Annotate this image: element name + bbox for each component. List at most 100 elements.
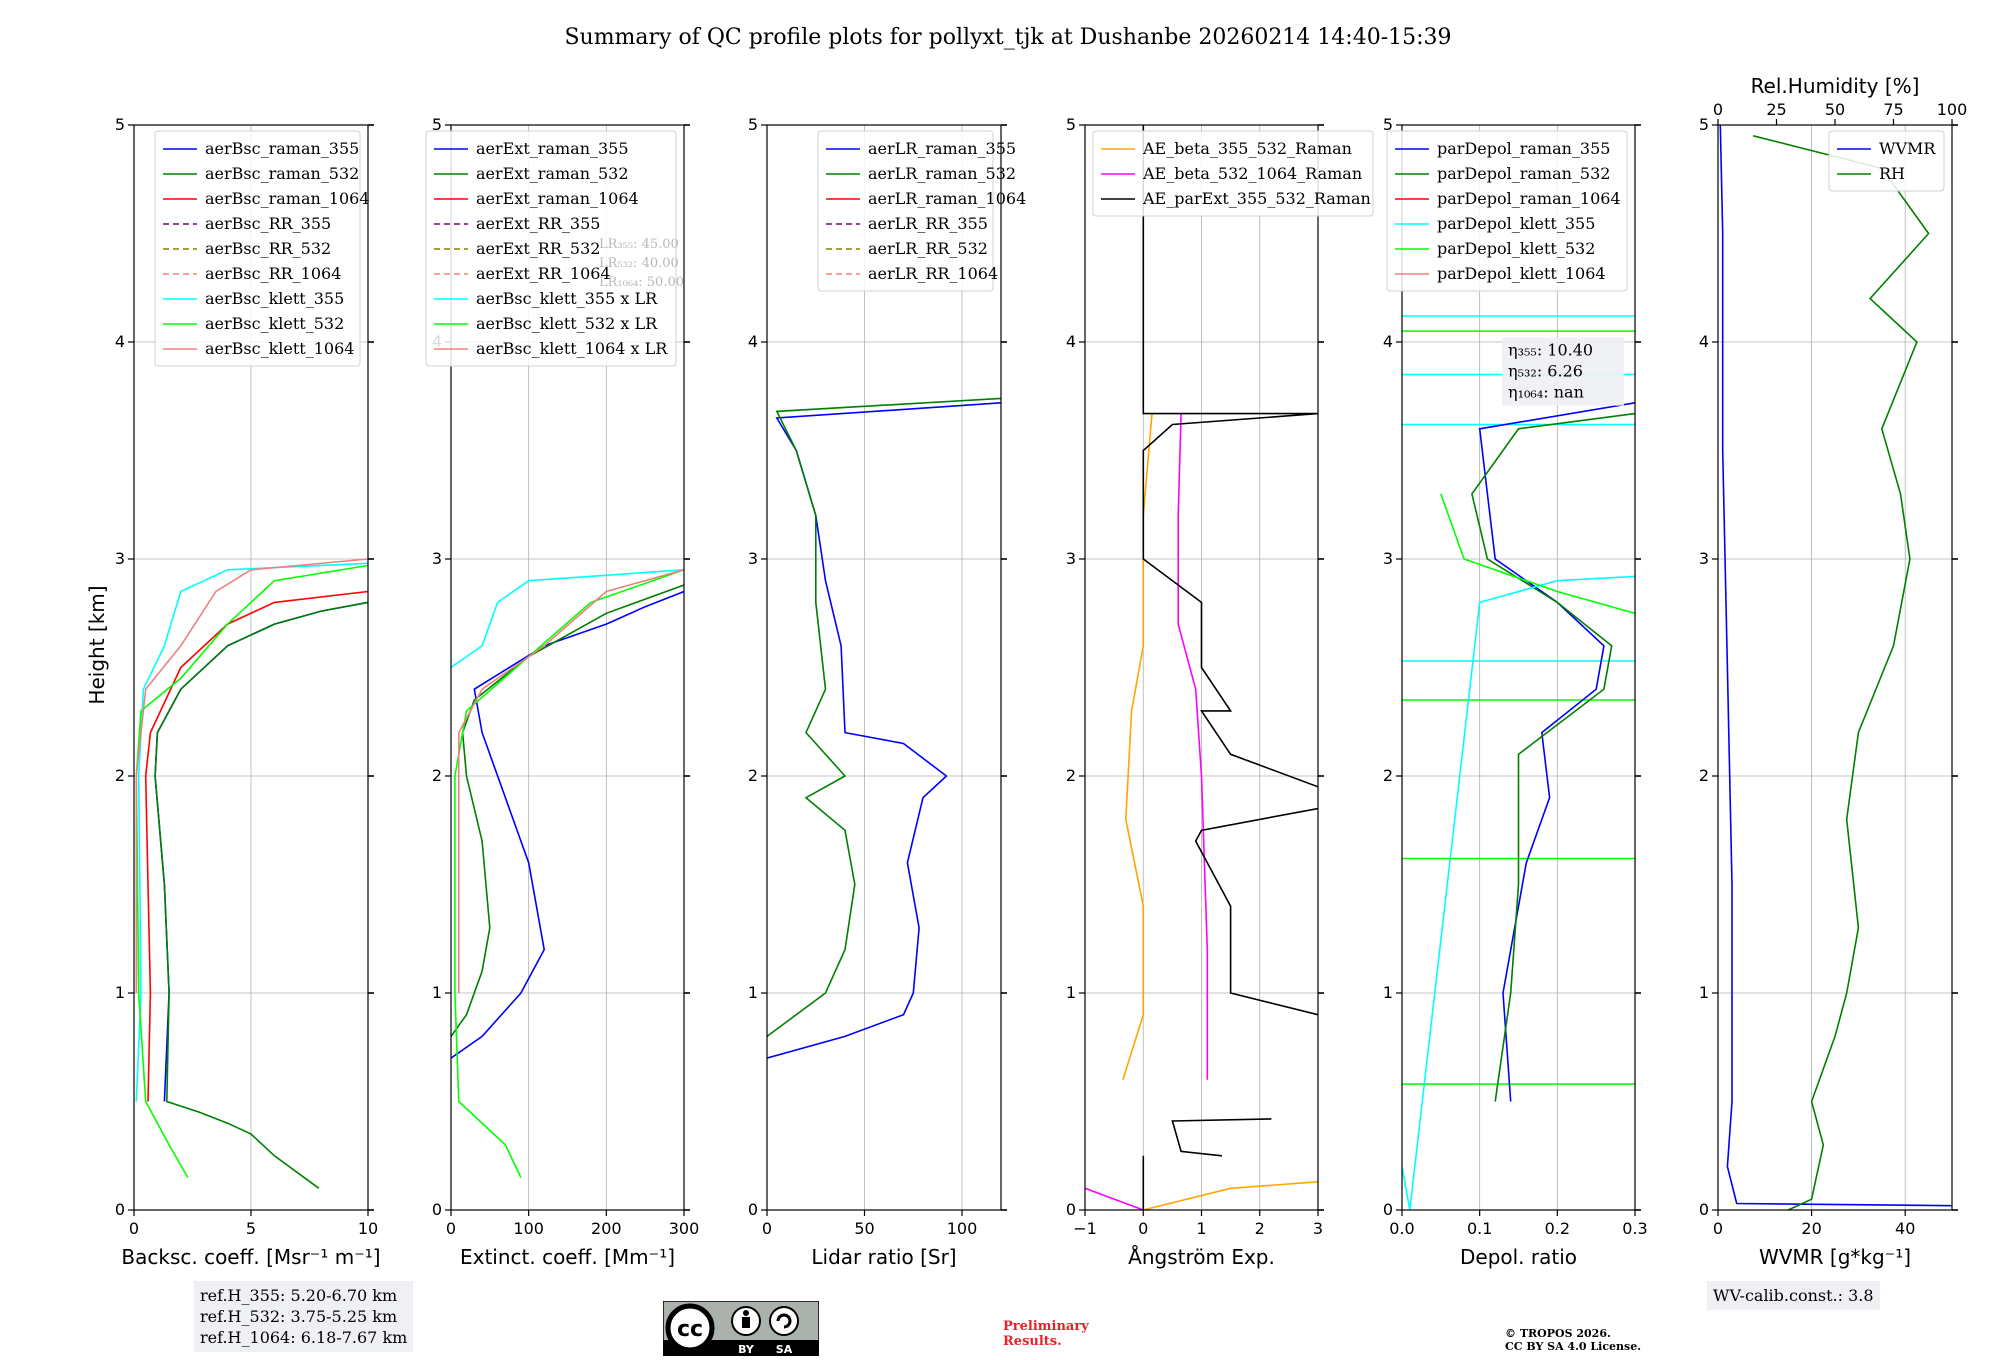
legend: AE_beta_355_532_Raman AE_beta_532_1064_Ra… (1092, 130, 1374, 217)
preliminary-note: Preliminary Results. (1003, 1319, 1089, 1349)
x-tick-label: 0 (1138, 1219, 1148, 1238)
copyright-note: © TROPOS 2026. CC BY SA 4.0 License. (1505, 1327, 1641, 1353)
series-line-ae-beta-532-1064-raman (1085, 1187, 1144, 1210)
legend-entry: aerBsc_raman_355 (205, 139, 359, 158)
series-line-pardepol-klett-532 (1440, 493, 1635, 615)
x-tick-label: 0.0 (1389, 1219, 1414, 1238)
x-tick-label: 100 (513, 1219, 544, 1238)
wv-calib-const: WV-calib.const.: 3.8 (1713, 1286, 1874, 1305)
legend-frame (817, 130, 994, 292)
legend-entry: aerBsc_RR_532 (205, 239, 331, 258)
plot-area (767, 397, 1001, 1059)
panel-depol: 0.0 0.1 0.2 0.3 0 1 2 3 4 5 Depol. ratio parDepol_r… (1383, 115, 1648, 1269)
y-tick-label: 2 (748, 766, 758, 785)
legend-entry: aerLR_RR_1064 (868, 264, 998, 283)
x-tick-label: 0.3 (1622, 1219, 1647, 1238)
legend-frame (1386, 130, 1628, 292)
legend: aerLR_raman_355 aerLR_raman_532 aerLR_rama… (817, 130, 1026, 292)
lr-annotation: LR₁₀₆₄: 50.00 (599, 275, 684, 290)
legend-entry: WVMR (1879, 139, 1936, 158)
x-tick-label: 200 (591, 1219, 622, 1238)
x-tick-label: 5 (246, 1219, 256, 1238)
legend-entry: parDepol_raman_532 (1437, 164, 1610, 183)
legend: aerExt_raman_355 aerExt_raman_532 aerExt_r… (425, 130, 677, 367)
series-line-ae-beta-355-532-raman (1143, 1181, 1318, 1210)
legend-entry: aerExt_RR_532 (476, 239, 600, 258)
ref-height-532: ref.H_532: 3.75-5.25 km (200, 1307, 398, 1326)
y-tick-label: 3 (1699, 549, 1709, 568)
x-tick-label: 0.2 (1545, 1219, 1570, 1238)
series-line-aerbsc-klett-1064 (135, 558, 368, 993)
y-tick-label: 2 (1066, 766, 1076, 785)
copyright-line-1: © TROPOS 2026. (1505, 1327, 1611, 1340)
legend-entry: AE_parExt_355_532_Raman (1142, 189, 1371, 208)
legend-entry: aerLR_raman_355 (868, 139, 1016, 158)
x-tick-label: 300 (669, 1219, 700, 1238)
legend-entry: aerLR_RR_355 (868, 214, 988, 233)
legend-entry: aerBsc_klett_1064 x LR (476, 339, 668, 358)
x-tick-label: 40 (1895, 1219, 1915, 1238)
plot-area (135, 558, 368, 1189)
eta-box (1502, 337, 1624, 406)
legend-entry: aerBsc_klett_355 (205, 289, 344, 308)
y-tick-label: 1 (1066, 983, 1076, 1002)
legend-entry: aerLR_raman_1064 (868, 189, 1026, 208)
eta-annotation: η₁₀₆₄: nan (1508, 383, 1584, 402)
y-tick-label: 0 (1383, 1200, 1393, 1219)
legend: parDepol_raman_355 parDepol_raman_532 parD… (1386, 130, 1628, 292)
legend-entry: aerLR_raman_532 (868, 164, 1016, 183)
x-axis-label: Lidar ratio [Sr] (811, 1245, 956, 1269)
y-tick-label: 0 (1699, 1200, 1709, 1219)
plot-area (1719, 125, 1952, 1210)
legend-entry: aerExt_RR_355 (476, 214, 600, 233)
y-tick-label: 2 (432, 766, 442, 785)
legend-entry: aerLR_RR_532 (868, 239, 988, 258)
legend-entry: aerBsc_RR_1064 (205, 264, 341, 283)
x-tick-label: 0 (762, 1219, 772, 1238)
legend-entry: aerBsc_RR_355 (205, 214, 331, 233)
x-tick-label: 50 (854, 1219, 874, 1238)
cc-by-label: BY (738, 1343, 755, 1356)
series-line-aerlr-raman-532 (767, 397, 1001, 1038)
y-tick-label: 4 (1699, 332, 1709, 351)
y-tick-label: 2 (1699, 766, 1709, 785)
series-line-rh (1752, 135, 1930, 1210)
axes-frame (450, 124, 685, 1211)
extra-series-line (1177, 413, 1209, 1080)
top-x-tick-label: 75 (1883, 100, 1903, 119)
svg-text:cc: cc (677, 1317, 703, 1342)
x-tick-label: 10 (358, 1219, 378, 1238)
axes-frame (1401, 124, 1636, 1211)
x-tick-label: 1 (1196, 1219, 1206, 1238)
series-line-wvmr (1719, 125, 1952, 1207)
y-tick-label: 2 (115, 766, 125, 785)
legend: aerBsc_raman_355 aerBsc_raman_532 aerBsc_r… (154, 130, 370, 367)
ref-height-355: ref.H_355: 5.20-6.70 km (200, 1286, 398, 1305)
x-tick-label: 0 (446, 1219, 456, 1238)
y-tick-label: 5 (115, 115, 125, 134)
plot-area (451, 569, 684, 1178)
legend-frame (154, 130, 361, 367)
legend-entry: aerBsc_klett_532 (205, 314, 344, 333)
extra-series-line (1122, 413, 1153, 1081)
legend-entry: parDepol_raman_1064 (1437, 189, 1621, 208)
legend-entry: aerBsc_klett_355 x LR (476, 289, 658, 308)
legend-frame (425, 130, 677, 367)
y-axis-label: Height [km] (85, 585, 109, 704)
y-tick-label: 1 (1699, 983, 1709, 1002)
series-line-aerext-raman-532 (451, 584, 684, 1037)
eta-annotation: η₅₃₂: 6.26 (1508, 362, 1583, 381)
legend-entry: aerBsc_klett_532 x LR (476, 314, 658, 333)
series-line-aerbsc-klett-532-x-lr (454, 569, 684, 1178)
panel-bsc: 0 5 10 0 1 2 3 4 5 Backsc. coeff. [Msr⁻¹ m⁻¹] aerB… (115, 115, 381, 1269)
legend-frame (1828, 130, 1945, 192)
x-axis-label: Extinct. coeff. [Mm⁻¹] (460, 1245, 675, 1269)
legend-entry: parDepol_klett_532 (1437, 239, 1595, 258)
series-line-aerbsc-raman-532 (154, 601, 368, 1189)
series-line-pardepol-klett-355 (1402, 575, 1635, 1210)
cc-by-sa-logo: cc BY SA (663, 1301, 819, 1356)
legend-entry: aerExt_RR_1064 (476, 264, 611, 283)
copyright-line-2: CC BY SA 4.0 License. (1505, 1340, 1642, 1353)
extra-series-line (1171, 1118, 1272, 1157)
